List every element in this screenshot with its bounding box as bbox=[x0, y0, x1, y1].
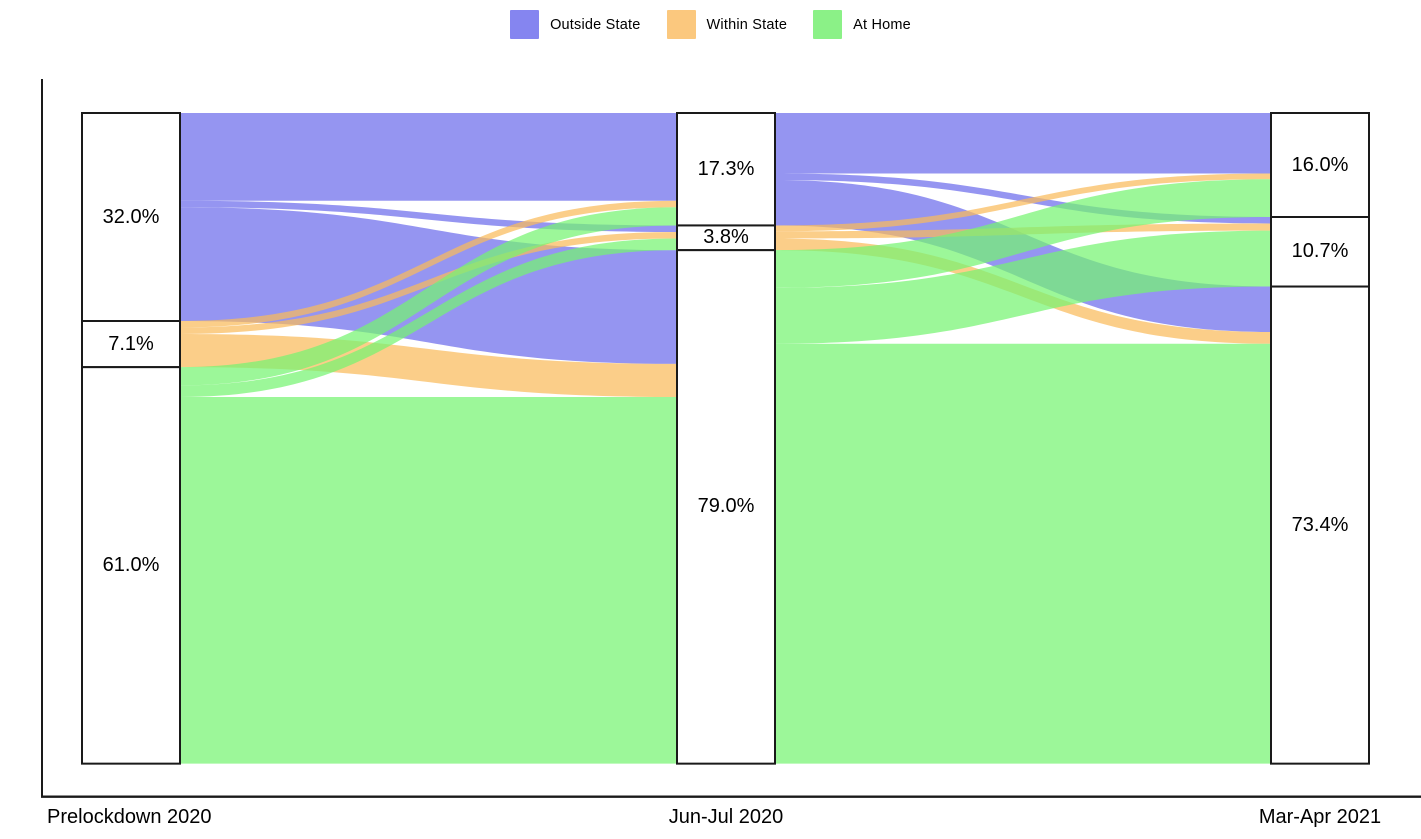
stratum-node bbox=[676, 224, 776, 252]
stratum-node bbox=[1270, 216, 1370, 288]
legend-label-outside-state: Outside State bbox=[550, 16, 641, 33]
axis-label-mar-apr-2021: Mar-Apr 2021 bbox=[1258, 806, 1382, 828]
legend-swatch-at-home bbox=[813, 10, 843, 39]
legend-item-outside-state: Outside State bbox=[510, 10, 640, 39]
legend-item-within-state: Within State bbox=[666, 10, 788, 39]
legend-swatch-outside-state bbox=[510, 10, 540, 39]
flow-ribbon bbox=[180, 334, 677, 398]
legend-swatch-within-state bbox=[666, 10, 696, 39]
legend: Outside State Within State At Home bbox=[0, 10, 1421, 39]
axis-label-prelockdown-2020: Prelockdown 2020 bbox=[47, 806, 212, 828]
stratum-node bbox=[676, 112, 776, 227]
flow-ribbon bbox=[180, 231, 677, 334]
flow-ribbon bbox=[775, 113, 1271, 174]
flow-ribbon bbox=[775, 230, 1271, 344]
flow-ribbon bbox=[180, 113, 677, 201]
stratum-node bbox=[1270, 285, 1370, 765]
legend-item-at-home: At Home bbox=[813, 10, 911, 39]
flow-ribbon bbox=[180, 238, 677, 398]
flow-ribbon bbox=[180, 200, 677, 328]
flow-ribbon bbox=[775, 173, 1271, 224]
stratum-node bbox=[81, 112, 181, 322]
legend-label-within-state: Within State bbox=[706, 16, 788, 33]
stratum-node bbox=[676, 249, 776, 765]
stratum-node bbox=[1270, 112, 1370, 218]
stratum-node bbox=[81, 320, 181, 369]
flow-ribbon bbox=[775, 173, 1271, 232]
axis-label-jun-jul-2020: Jun-Jul 2020 bbox=[668, 806, 784, 828]
flow-ribbon bbox=[180, 200, 677, 232]
flow-ribbon bbox=[180, 397, 677, 764]
legend-label-at-home: At Home bbox=[853, 16, 911, 33]
flow-ribbon bbox=[180, 207, 677, 386]
flow-ribbon bbox=[775, 343, 1271, 764]
flow-ribbon bbox=[775, 179, 1271, 288]
stratum-node bbox=[81, 366, 181, 765]
flow-ribbon bbox=[775, 179, 1271, 333]
